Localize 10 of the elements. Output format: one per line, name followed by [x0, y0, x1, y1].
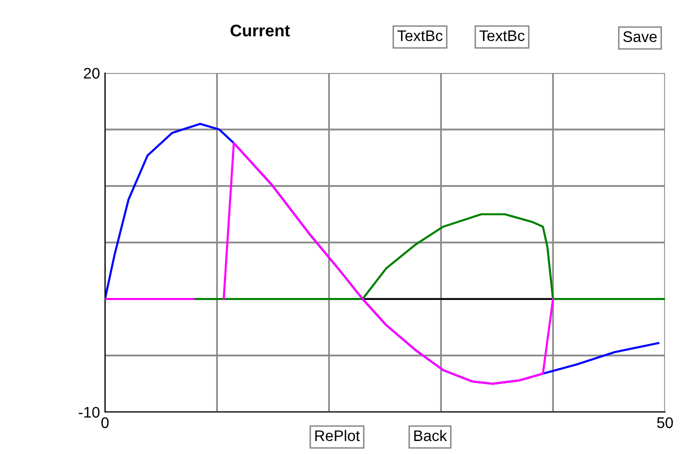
y-tick-label: -10 — [78, 406, 100, 418]
chart-title: Current — [230, 24, 290, 36]
text: TextBc — [397, 30, 443, 42]
x-tick-label: 0 — [101, 417, 109, 428]
text: Back — [414, 430, 448, 442]
text: Save — [623, 31, 657, 42]
text: TextBc — [479, 30, 525, 42]
y-tick-label: 20 — [84, 68, 100, 79]
text: RePlot — [315, 430, 360, 442]
x-tick-label: 50 — [657, 417, 673, 428]
